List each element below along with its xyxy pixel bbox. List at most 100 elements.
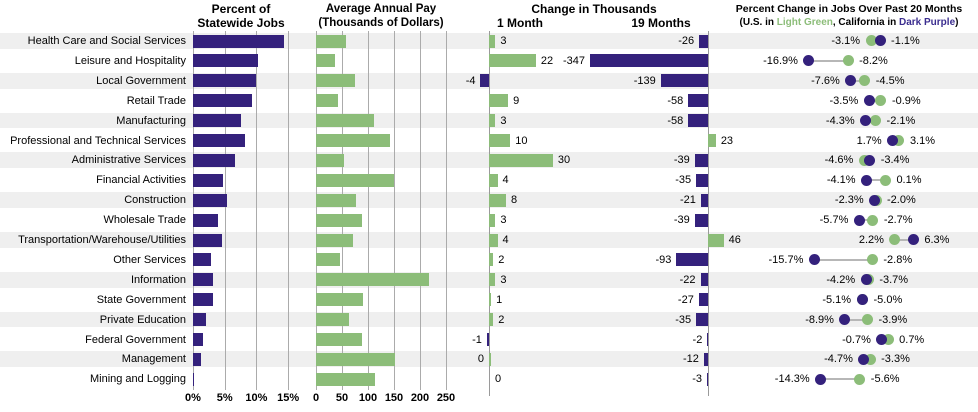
us-pct-label: -5.0% [873,293,903,306]
chg-1mo-label: 4 [502,234,509,246]
chg-1mo-label: 8 [511,194,518,207]
ca-dot [863,95,875,107]
panel1-axis-tick: 15% [277,392,300,404]
ca-pct-label: -16.9% [763,54,798,67]
ca-dot [860,115,872,127]
chg-19mo-bar [700,193,708,207]
panel1-axis-tick: 0% [185,392,201,404]
statewide-pct-bar [193,313,207,327]
row-label: Other Services [113,253,186,266]
ca-dot [803,55,815,67]
row-label: Transportation/Warehouse/Utilities [18,234,186,246]
chg-19mo-label: -22 [679,273,696,286]
chg-19mo-bar [696,173,708,187]
dot-connector [844,318,868,321]
chg-19mo-label: -39 [673,214,690,227]
chg-19mo-label: -139 [633,74,656,87]
us-pct-label: -4.5% [875,74,905,87]
ca-pct-label: -15.7% [768,253,804,266]
chg-1mo-label: -1 [472,333,482,346]
ca-dot [887,134,899,146]
us-dot [859,75,871,87]
chg-19mo-bar [676,253,708,267]
chg-1mo-label: 3 [500,214,507,227]
row-label: Information [130,273,186,286]
avg-pay-bar [316,114,374,128]
chg-19mo-label: -2 [692,333,703,346]
dot-connector [859,219,873,222]
chg-19mo-bar [590,54,708,68]
panel2-axis-tick: 200 [410,392,430,404]
avg-pay-bar [316,54,335,68]
us-pct-label: -5.6% [870,373,900,386]
ca-pct-label: -0.7% [842,333,871,346]
dot-connector [814,258,873,261]
panel3-19months-baseline [708,31,709,396]
panel1-title-line1: Percent of [211,2,271,16]
panel2-gridline [420,31,421,390]
ca-pct-label: -3.5% [829,94,859,107]
chg-1mo-label: 0 [495,373,502,386]
us-dot [867,214,879,226]
chg-1mo-label: 3 [500,114,507,127]
chg-19mo-label: 23 [720,134,734,147]
row-label: Manufacturing [116,114,186,127]
dot-connector [850,79,865,82]
row-label: Leisure and Hospitality [74,54,186,67]
chg-19mo-bar [708,233,724,247]
chg-1mo-label: 30 [557,154,571,167]
us-pct-label: -3.7% [879,273,909,286]
panel4-subtitle-darkpurple: Dark Purple [899,17,956,28]
ca-dot [856,294,868,306]
chg-19mo-bar [696,313,708,327]
chg-19mo-bar [660,74,708,88]
panel4-subtitle-lightgreen: Light Green [776,17,833,28]
chg-1mo-bar [489,34,496,48]
ca-dot [869,194,881,206]
us-dot [861,314,873,326]
chg-1mo-bar [489,153,553,167]
statewide-pct-bar [193,293,213,307]
us-pct-label: 2.2% [858,234,884,246]
row-label: Private Education [99,313,186,326]
row-label: Financial Activities [96,174,186,187]
chg-1mo-bar [489,293,492,307]
chg-19mo-label: -26 [678,35,695,47]
row-label: State Government [96,293,186,306]
us-dot [864,353,876,365]
panel2-title-line1: Average Annual Pay [325,3,437,15]
avg-pay-bar [316,74,355,88]
panel3-col1-header: 1 Month [497,16,543,30]
ca-pct-label: -4.2% [826,273,856,286]
chg-1mo-label: 2 [498,313,505,326]
avg-pay-bar [316,372,375,386]
avg-pay-bar [316,173,394,187]
panel1-axis-tick: 5% [216,392,233,404]
panel3-header: Change in Thousands [470,2,718,16]
chg-1mo-bar [489,193,507,207]
chg-1mo-label: 1 [496,293,503,306]
chg-1mo-label: 3 [500,273,507,286]
us-pct-label: 0.1% [896,174,922,187]
us-pct-label: 0.7% [899,333,925,346]
panel2-axis-tick: 250 [436,392,456,404]
ca-dot [839,314,851,326]
us-pct-label: -2.8% [883,253,913,266]
dot-connector [820,378,860,381]
dot-connector [866,179,886,182]
chg-1mo-label: 2 [498,253,505,266]
ca-pct-label: -4.1% [826,174,856,187]
row-label: Administrative Services [71,154,186,167]
chg-19mo-bar [698,293,708,307]
chg-1mo-bar [489,134,511,147]
panel3-title: Change in Thousands [531,2,657,16]
panel2-axis-tick: 150 [384,392,404,404]
panel2-gridline [342,31,343,390]
us-pct-label: -2.7% [883,214,913,227]
us-dot [889,234,901,246]
chg-19mo-bar [706,372,708,386]
us-dot [879,174,891,186]
us-dot [875,95,887,107]
panel1-gridline [193,31,194,390]
chg-19mo-label: -93 [655,253,672,266]
